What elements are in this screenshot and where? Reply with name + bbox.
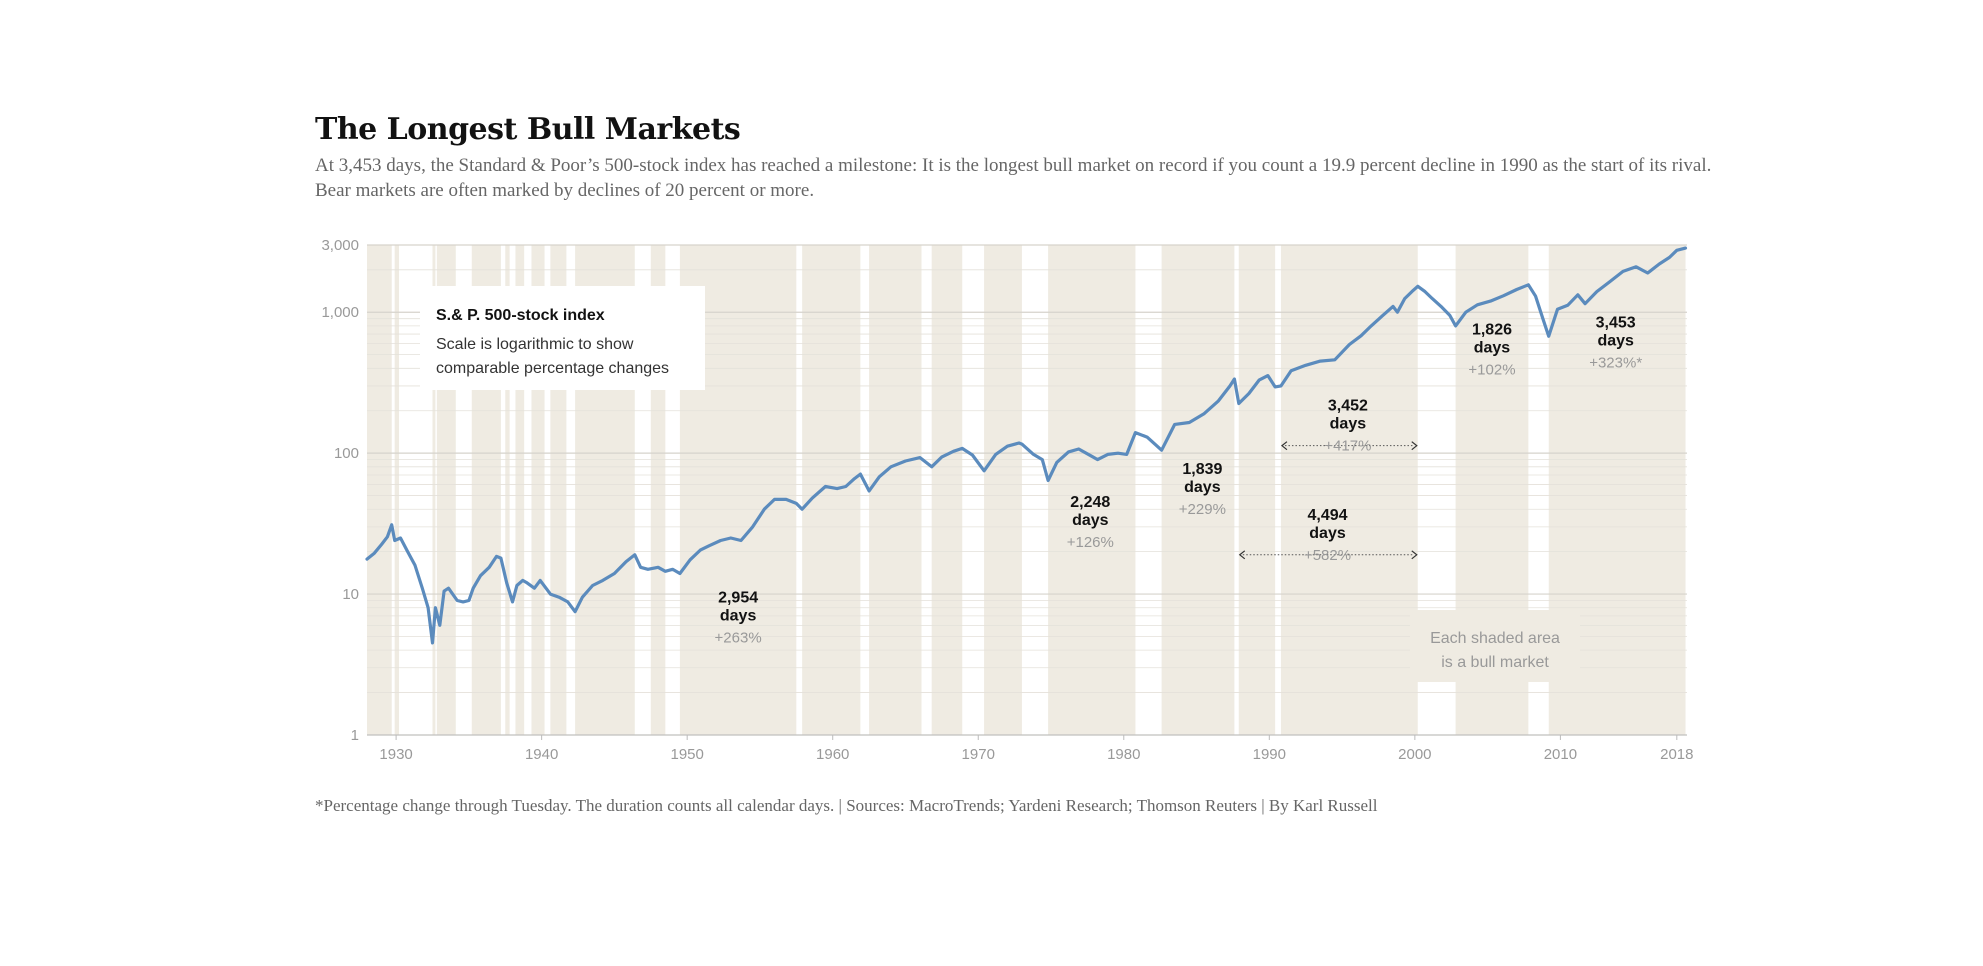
x-tick-label: 2010 — [1544, 746, 1577, 763]
bull-market-band-19 — [1280, 245, 1418, 735]
y-tick-label: 10 — [342, 586, 359, 603]
bull-label-days-unit: days — [720, 607, 757, 624]
y-axis-ticks: 1 10 100 1,000 3,000 — [321, 237, 359, 744]
bull-label-change: +102% — [1468, 361, 1515, 378]
legend-box: S.& P. 500-stock index Scale is logarith… — [420, 286, 705, 390]
x-tick-label: 1980 — [1107, 746, 1140, 763]
chart-subtitle: At 3,453 days, the Standard & Poor’s 500… — [315, 155, 1712, 201]
bull-market-band-12 — [802, 245, 861, 735]
bull-label-days-count: 2,954 — [718, 589, 758, 606]
bull-label-days-unit: days — [1072, 512, 1109, 529]
legend-note-line-2: comparable percentage changes — [436, 360, 669, 377]
x-tick-label: 2000 — [1398, 746, 1431, 763]
bull-market-band-15 — [984, 245, 1022, 735]
bull-market-labels: 2,954days+263%2,248days+126%1,839days+22… — [715, 315, 1643, 647]
legend-background — [420, 286, 705, 390]
bull-label-days-unit: days — [1474, 339, 1511, 356]
chart-title: The Longest Bull Markets — [315, 112, 741, 147]
shade-note-line-2: is a bull market — [1441, 654, 1549, 671]
series-line-0 — [365, 246, 1688, 645]
shade-note-line-1: Each shaded area — [1430, 630, 1560, 647]
bull-label-change: +263% — [715, 629, 762, 646]
bull-label-days-unit: days — [1309, 525, 1346, 542]
y-tick-label: 1 — [351, 727, 359, 744]
bull-market-band-17 — [1161, 245, 1235, 735]
y-tick-label: 100 — [334, 445, 359, 462]
bull-label-days-count: 1,839 — [1182, 461, 1222, 478]
bull-market-band-5 — [505, 245, 510, 735]
chart-header: The Longest Bull Markets At 3,453 days, … — [315, 112, 1715, 203]
bull-label-days-count: 2,248 — [1070, 494, 1110, 511]
x-tick-label: 1930 — [379, 746, 412, 763]
bull-label-days-unit: days — [1184, 479, 1221, 496]
x-tick-label: 1970 — [962, 746, 995, 763]
x-tick-label: 1960 — [816, 746, 849, 763]
bull-market-band-18 — [1238, 245, 1276, 735]
bull-label-days-unit: days — [1597, 333, 1634, 350]
x-tick-label: 1940 — [525, 746, 558, 763]
legend-title: S.& P. 500-stock index — [436, 307, 605, 324]
x-tick-label: 1950 — [670, 746, 703, 763]
bull-label-change: +126% — [1067, 534, 1114, 551]
bull-label-days-unit: days — [1330, 415, 1367, 432]
bull-label-days-count: 4,494 — [1308, 507, 1348, 524]
bull-label-change: +582% — [1304, 547, 1351, 564]
arrowhead-left-1 — [1238, 550, 1246, 560]
bull-label-days-count: 3,452 — [1328, 397, 1368, 414]
source-footnote: *Percentage change through Tuesday. The … — [315, 796, 1378, 815]
y-tick-label: 1,000 — [321, 304, 359, 321]
x-tick-label: 2018 — [1660, 746, 1693, 763]
bull-label-change: +323%* — [1589, 355, 1642, 372]
bull-market-band-1 — [394, 245, 400, 735]
arrowhead-right-0 — [1411, 441, 1418, 451]
bull-label-days-count: 3,453 — [1596, 315, 1636, 332]
x-tick-label: 1990 — [1253, 746, 1286, 763]
shade-note: Each shaded area is a bull market — [1410, 610, 1580, 682]
legend-note-line-1: Scale is logarithmic to show — [436, 336, 634, 353]
bull-market-band-13 — [869, 245, 922, 735]
arrowhead-left-0 — [1280, 441, 1288, 451]
arrowhead-right-1 — [1411, 550, 1418, 560]
duration-arrows — [1238, 441, 1418, 560]
bull-market-band-14 — [931, 245, 963, 735]
bull-market-band-6 — [515, 245, 525, 735]
shade-note-background — [1410, 610, 1580, 682]
x-axis-ticks: 1930 1940 1950 1960 1970 1980 1990 2000 2010 2018 — [367, 734, 1694, 763]
bull-label-days-count: 1,826 — [1472, 321, 1512, 338]
bull-market-band-0 — [367, 245, 392, 735]
index-line — [365, 246, 1688, 645]
y-tick-label: 3,000 — [321, 237, 359, 254]
bull-market-band-16 — [1048, 245, 1136, 735]
bull-label-change: +417% — [1324, 437, 1371, 454]
bull-label-change: +229% — [1179, 501, 1226, 518]
bull-market-band-2 — [432, 245, 436, 735]
